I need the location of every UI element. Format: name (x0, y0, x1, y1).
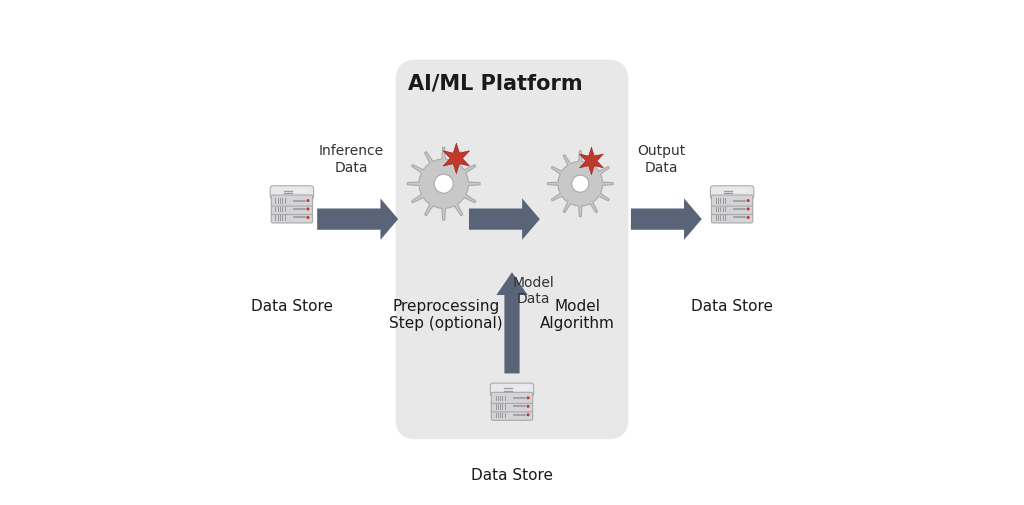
Circle shape (306, 208, 309, 211)
FancyBboxPatch shape (712, 204, 753, 215)
Text: Data Store: Data Store (251, 298, 333, 313)
FancyArrow shape (497, 273, 527, 374)
Text: Data Store: Data Store (471, 467, 553, 482)
Circle shape (571, 176, 589, 193)
FancyArrow shape (317, 199, 398, 240)
FancyArrow shape (631, 199, 701, 240)
Circle shape (434, 175, 454, 194)
Text: Model
Algorithm: Model Algorithm (541, 298, 615, 330)
Polygon shape (443, 144, 470, 174)
Polygon shape (548, 152, 613, 217)
Polygon shape (294, 190, 309, 194)
Circle shape (746, 199, 750, 203)
Text: Output
Data: Output Data (637, 144, 685, 174)
Text: Inference
Data: Inference Data (319, 144, 384, 174)
Polygon shape (408, 148, 480, 221)
FancyBboxPatch shape (395, 61, 629, 439)
FancyBboxPatch shape (492, 401, 532, 412)
FancyBboxPatch shape (711, 186, 754, 199)
FancyBboxPatch shape (492, 392, 532, 403)
FancyBboxPatch shape (270, 186, 313, 199)
FancyBboxPatch shape (490, 383, 534, 396)
FancyBboxPatch shape (271, 213, 312, 224)
Text: Data Store: Data Store (691, 298, 773, 313)
Circle shape (746, 217, 750, 220)
Circle shape (306, 199, 309, 203)
Text: Model
Data: Model Data (512, 275, 554, 306)
FancyArrow shape (469, 199, 540, 240)
Polygon shape (514, 387, 529, 391)
Circle shape (746, 208, 750, 211)
FancyBboxPatch shape (271, 204, 312, 215)
Circle shape (526, 405, 529, 408)
Circle shape (526, 396, 529, 399)
FancyBboxPatch shape (271, 195, 312, 207)
Text: Preprocessing
Step (optional): Preprocessing Step (optional) (389, 298, 503, 330)
FancyBboxPatch shape (712, 195, 753, 207)
Polygon shape (580, 148, 603, 175)
Circle shape (306, 217, 309, 220)
Circle shape (526, 414, 529, 417)
Text: AI/ML Platform: AI/ML Platform (409, 73, 583, 93)
FancyBboxPatch shape (712, 213, 753, 224)
FancyBboxPatch shape (492, 410, 532, 421)
Polygon shape (734, 190, 750, 194)
